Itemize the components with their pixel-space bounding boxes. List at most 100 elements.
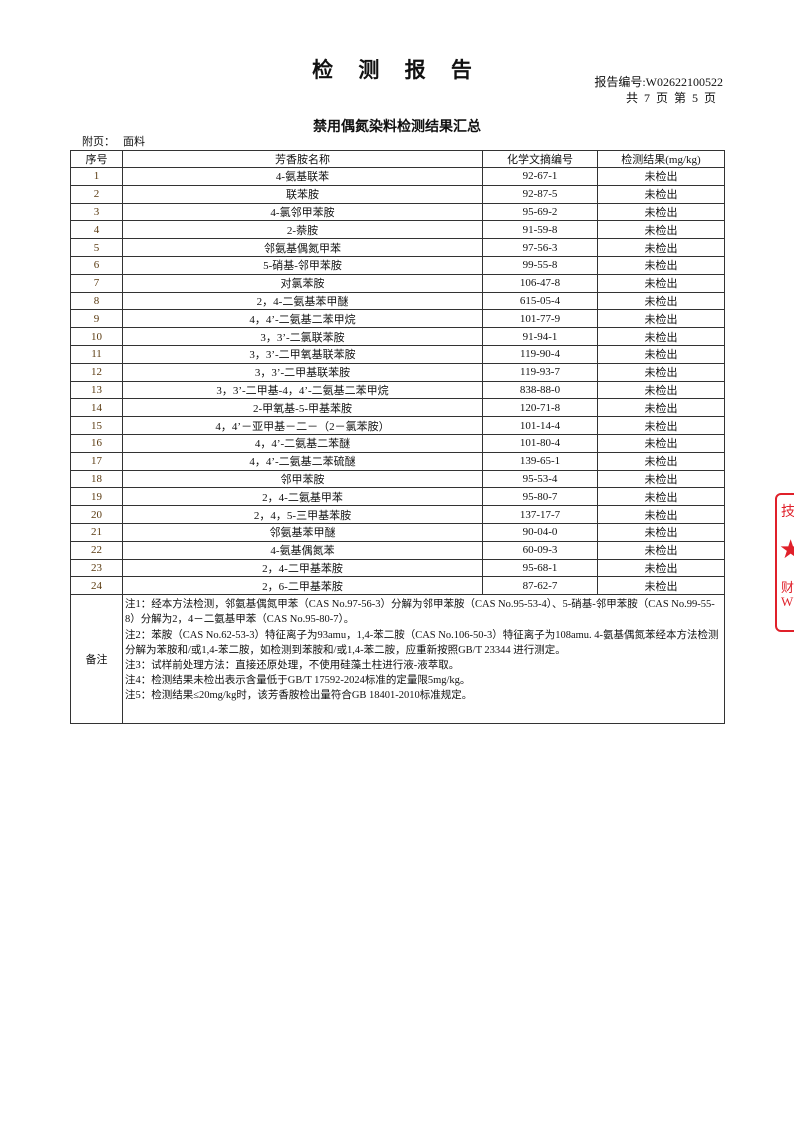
row-index: 5 [70,238,123,257]
cas-number: 60-09-3 [482,540,598,560]
row-index: 14 [70,398,123,418]
test-result: 未检出 [597,327,725,346]
amine-name: 对氯苯胺 [122,273,483,293]
cas-number: 97-56-3 [482,238,598,257]
amine-name: 2，4-二氨基甲苯 [122,487,483,507]
table-row: 2 联苯胺 92-87-5 未检出 [70,184,725,204]
star-icon: ★ [779,535,794,564]
row-index: 16 [70,433,123,453]
row-index: 3 [70,202,123,222]
test-result: 未检出 [597,380,725,400]
test-result: 未检出 [597,451,725,471]
stamp-text-top: 技术 [781,505,794,520]
cas-number: 91-59-8 [482,220,598,240]
cas-number: 838-88-0 [482,380,598,400]
cas-number: 101-77-9 [482,309,598,329]
amine-name: 3，3’-二氯联苯胺 [122,327,483,346]
stamp-text-bottom: 财 W [781,580,794,609]
header-index: 序号 [70,150,123,168]
cas-number: 119-90-4 [482,344,598,364]
table-row: 20 2，4，5-三甲基苯胺 137-17-7 未检出 [70,505,725,524]
header-result: 检测结果(mg/kg) [597,150,725,168]
test-result: 未检出 [597,505,725,524]
row-index: 7 [70,273,123,293]
amine-name: 4，4’-二氨基二苯甲烷 [122,309,483,329]
cas-number: 87-62-7 [482,576,598,596]
table-row: 13 3，3’-二甲基-4，4’-二氨基二苯甲烷 838-88-0 未检出 [70,380,725,400]
cas-number: 615-05-4 [482,291,598,311]
table-row: 4 2-萘胺 91-59-8 未检出 [70,220,725,240]
table-row: 8 2，4-二氨基苯甲醚 615-05-4 未检出 [70,291,725,311]
row-index: 2 [70,184,123,204]
note-5: 注5：检测结果≤20mg/kg时，该芳香胺检出量符合GB 18401-2010标… [125,690,473,702]
test-result: 未检出 [597,273,725,293]
test-result: 未检出 [597,184,725,204]
table-row: 18 邻甲苯胺 95-53-4 未检出 [70,469,725,489]
row-index: 1 [70,167,123,186]
cas-number: 95-80-7 [482,487,598,507]
cas-number: 92-87-5 [482,184,598,204]
test-result: 未检出 [597,469,725,489]
row-index: 12 [70,362,123,382]
row-index: 9 [70,309,123,329]
amine-name: 2，4-二甲基苯胺 [122,558,483,578]
note-4: 注4：检测结果未检出表示含量低于GB/T 17592-2024标准的定量限5mg… [125,675,471,687]
cas-number: 92-67-1 [482,167,598,186]
table-row: 23 2，4-二甲基苯胺 95-68-1 未检出 [70,558,725,578]
table-row: 22 4-氨基偶氮苯 60-09-3 未检出 [70,540,725,560]
cas-number: 139-65-1 [482,451,598,471]
test-result: 未检出 [597,576,725,596]
table-row: 7 对氯苯胺 106-47-8 未检出 [70,273,725,293]
test-result: 未检出 [597,433,725,453]
table-row: 11 3，3’-二甲氧基联苯胺 119-90-4 未检出 [70,344,725,364]
amine-name: 2-萘胺 [122,220,483,240]
table-row: 24 2，6-二甲基苯胺 87-62-7 未检出 [70,576,725,596]
notes-cell: 注1：经本方法检测，邻氨基偶氮甲苯（CAS No.97-56-3）分解为邻甲苯胺… [122,594,725,725]
table-row: 19 2，4-二氨基甲苯 95-80-7 未检出 [70,487,725,507]
appendix-label: 附页： [82,136,115,148]
amine-name: 2-甲氧基-5-甲基苯胺 [122,398,483,418]
test-result: 未检出 [597,291,725,311]
cas-number: 137-17-7 [482,505,598,524]
test-result: 未检出 [597,344,725,364]
test-result: 未检出 [597,167,725,186]
amine-name: 2，4，5-三甲基苯胺 [122,505,483,524]
row-index: 11 [70,344,123,364]
report-title: 检 测 报 告 [312,58,482,82]
cas-number: 90-04-0 [482,522,598,542]
test-result: 未检出 [597,398,725,418]
page-indicator: 共 7 页 第 5 页 [625,91,716,105]
cas-number: 120-71-8 [482,398,598,418]
table-row: 5 邻氨基偶氮甲苯 97-56-3 未检出 [70,238,725,257]
row-index: 17 [70,451,123,471]
test-result: 未检出 [597,309,725,329]
row-index: 6 [70,255,123,275]
amine-name: 3，3’-二甲氧基联苯胺 [122,344,483,364]
row-index: 10 [70,327,123,346]
amine-name: 5-硝基-邻甲苯胺 [122,255,483,275]
table-row: 15 4，4’－亚甲基－二－（2－氯苯胺） 101-14-4 未检出 [70,416,725,435]
amine-name: 2，6-二甲基苯胺 [122,576,483,596]
test-result: 未检出 [597,220,725,240]
cas-number: 95-53-4 [482,469,598,489]
table-row: 3 4-氯邻甲苯胺 95-69-2 未检出 [70,202,725,222]
table-row: 12 3，3’-二甲基联苯胺 119-93-7 未检出 [70,362,725,382]
amine-name: 2，4-二氨基苯甲醚 [122,291,483,311]
header-amine-name: 芳香胺名称 [122,150,483,168]
row-index: 8 [70,291,123,311]
test-result: 未检出 [597,202,725,222]
notes-label: 备注 [70,594,123,725]
cas-number: 101-80-4 [482,433,598,453]
amine-name: 3，3’-二甲基-4，4’-二氨基二苯甲烷 [122,380,483,400]
cas-number: 95-68-1 [482,558,598,578]
test-result: 未检出 [597,487,725,507]
amine-name: 邻氨基偶氮甲苯 [122,238,483,257]
amine-name: 4，4’-二氨基二苯醚 [122,433,483,453]
table-row: 6 5-硝基-邻甲苯胺 99-55-8 未检出 [70,255,725,275]
table-row: 10 3，3’-二氯联苯胺 91-94-1 未检出 [70,327,725,346]
amine-name: 邻甲苯胺 [122,469,483,489]
cas-number: 101-14-4 [482,416,598,435]
test-result: 未检出 [597,558,725,578]
row-index: 22 [70,540,123,560]
table-header-row: 序号 芳香胺名称 化学文摘编号 检测结果(mg/kg) [70,150,725,168]
